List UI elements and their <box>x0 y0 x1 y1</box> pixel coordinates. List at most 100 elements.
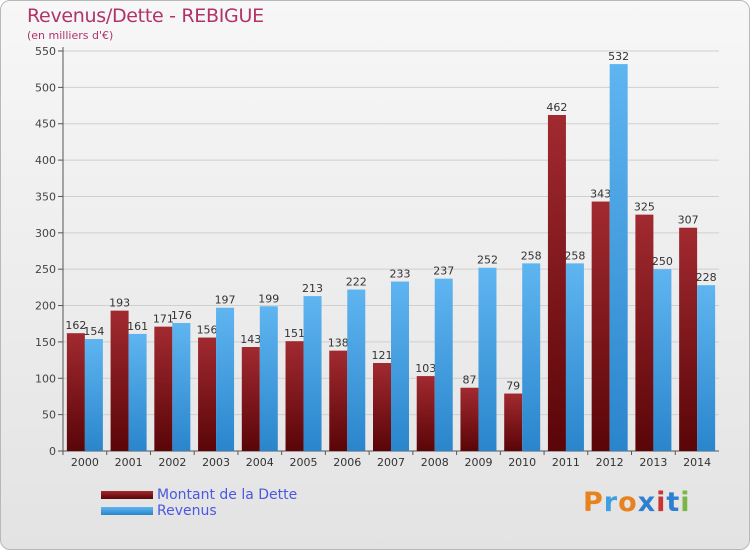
x-tick-label: 2012 <box>596 456 624 469</box>
bar-revenus <box>653 269 672 451</box>
logo-letter: P <box>583 487 604 518</box>
legend-swatch-dette <box>101 491 153 499</box>
data-label: 228 <box>696 271 717 284</box>
x-tick-label: 2003 <box>202 456 230 469</box>
data-label: 325 <box>634 201 655 214</box>
bar-revenus <box>347 289 366 451</box>
bar-revenus <box>128 333 147 451</box>
bar-dette <box>110 310 129 451</box>
x-tick-label: 2009 <box>464 456 492 469</box>
bar-revenus <box>434 278 453 451</box>
x-tick-label: 2005 <box>290 456 318 469</box>
bar-dette <box>460 387 479 451</box>
data-label: 532 <box>608 50 629 63</box>
data-label: 121 <box>372 349 393 362</box>
x-tick-label: 2006 <box>333 456 361 469</box>
legend-swatch-revenus <box>101 507 153 515</box>
bar-revenus <box>303 296 322 451</box>
data-label: 258 <box>521 249 542 262</box>
x-tick-label: 2004 <box>246 456 274 469</box>
legend-label-dette: Montant de la Dette <box>157 487 298 503</box>
y-tick-label: 250 <box>35 263 56 276</box>
bar-dette <box>547 115 566 451</box>
bar-revenus <box>84 339 103 451</box>
data-label: 151 <box>284 327 305 340</box>
x-tick-label: 2008 <box>421 456 449 469</box>
x-tick-label: 2000 <box>71 456 99 469</box>
bar-revenus <box>478 267 497 451</box>
data-label: 143 <box>240 333 261 346</box>
bar-revenus <box>216 307 235 451</box>
logo-letter: o <box>618 487 638 518</box>
data-label: 87 <box>462 374 476 387</box>
y-tick-label: 450 <box>35 118 56 131</box>
y-tick-label: 100 <box>35 372 56 385</box>
data-label: 199 <box>258 292 279 305</box>
proxiti-logo: Proxiti <box>583 487 691 518</box>
bar-revenus <box>697 285 716 451</box>
bar-revenus <box>522 263 541 451</box>
bar-dette <box>416 376 435 451</box>
bar-dette <box>504 393 523 451</box>
bar-dette <box>635 214 654 451</box>
data-label: 237 <box>433 265 454 278</box>
y-tick-label: 300 <box>35 227 56 240</box>
data-label: 162 <box>65 319 86 332</box>
x-tick-label: 2007 <box>377 456 405 469</box>
data-label: 213 <box>302 282 323 295</box>
chart-subtitle: (en milliers d'€) <box>27 29 114 42</box>
bar-revenus <box>172 323 191 451</box>
data-label: 343 <box>590 188 611 201</box>
x-tick-label: 2002 <box>158 456 186 469</box>
x-tick-label: 2013 <box>639 456 667 469</box>
legend-item-revenus: Revenus <box>101 503 297 519</box>
x-tick-label: 2001 <box>115 456 143 469</box>
data-label: 138 <box>328 337 349 350</box>
data-label: 252 <box>477 254 498 267</box>
data-label: 197 <box>215 294 236 307</box>
y-tick-label: 0 <box>49 445 56 458</box>
data-label: 156 <box>197 324 218 337</box>
data-label: 103 <box>415 362 436 375</box>
data-label: 161 <box>127 320 148 333</box>
y-tick-label: 50 <box>42 409 56 422</box>
bar-dette <box>373 363 391 451</box>
data-label: 193 <box>109 297 130 310</box>
y-tick-label: 350 <box>35 190 56 203</box>
legend-label-revenus: Revenus <box>157 503 217 519</box>
data-label: 171 <box>153 313 174 326</box>
x-tick-label: 2010 <box>508 456 536 469</box>
y-tick-label: 550 <box>35 45 56 58</box>
data-label: 462 <box>546 101 567 114</box>
bar-dette <box>241 347 260 451</box>
y-tick-label: 150 <box>35 336 56 349</box>
bar-dette <box>329 350 348 451</box>
bar-dette <box>679 227 698 451</box>
data-label: 176 <box>171 309 192 322</box>
bar-dette <box>66 333 85 451</box>
y-tick-label: 400 <box>35 154 56 167</box>
x-tick-label: 2014 <box>683 456 711 469</box>
bar-dette <box>198 337 217 451</box>
x-tick-label: 2011 <box>552 456 580 469</box>
data-label: 250 <box>652 255 673 268</box>
logo-letter: i <box>680 487 691 518</box>
logo-letter: r <box>603 487 619 518</box>
logo-letter: x <box>637 487 657 518</box>
bar-revenus <box>259 306 278 451</box>
logo-letter: t <box>666 487 681 518</box>
legend-item-dette: Montant de la Dette <box>101 487 297 503</box>
y-tick-label: 200 <box>35 300 56 313</box>
bar-dette <box>154 326 173 451</box>
bar-revenus <box>565 263 584 451</box>
bar-revenus <box>609 64 628 451</box>
data-label: 307 <box>678 214 699 227</box>
bar-revenus <box>391 281 409 451</box>
data-label: 233 <box>390 268 411 281</box>
data-label: 258 <box>564 249 585 262</box>
y-tick-label: 500 <box>35 81 56 94</box>
data-label: 154 <box>83 325 104 338</box>
logo-letter: i <box>656 487 667 518</box>
